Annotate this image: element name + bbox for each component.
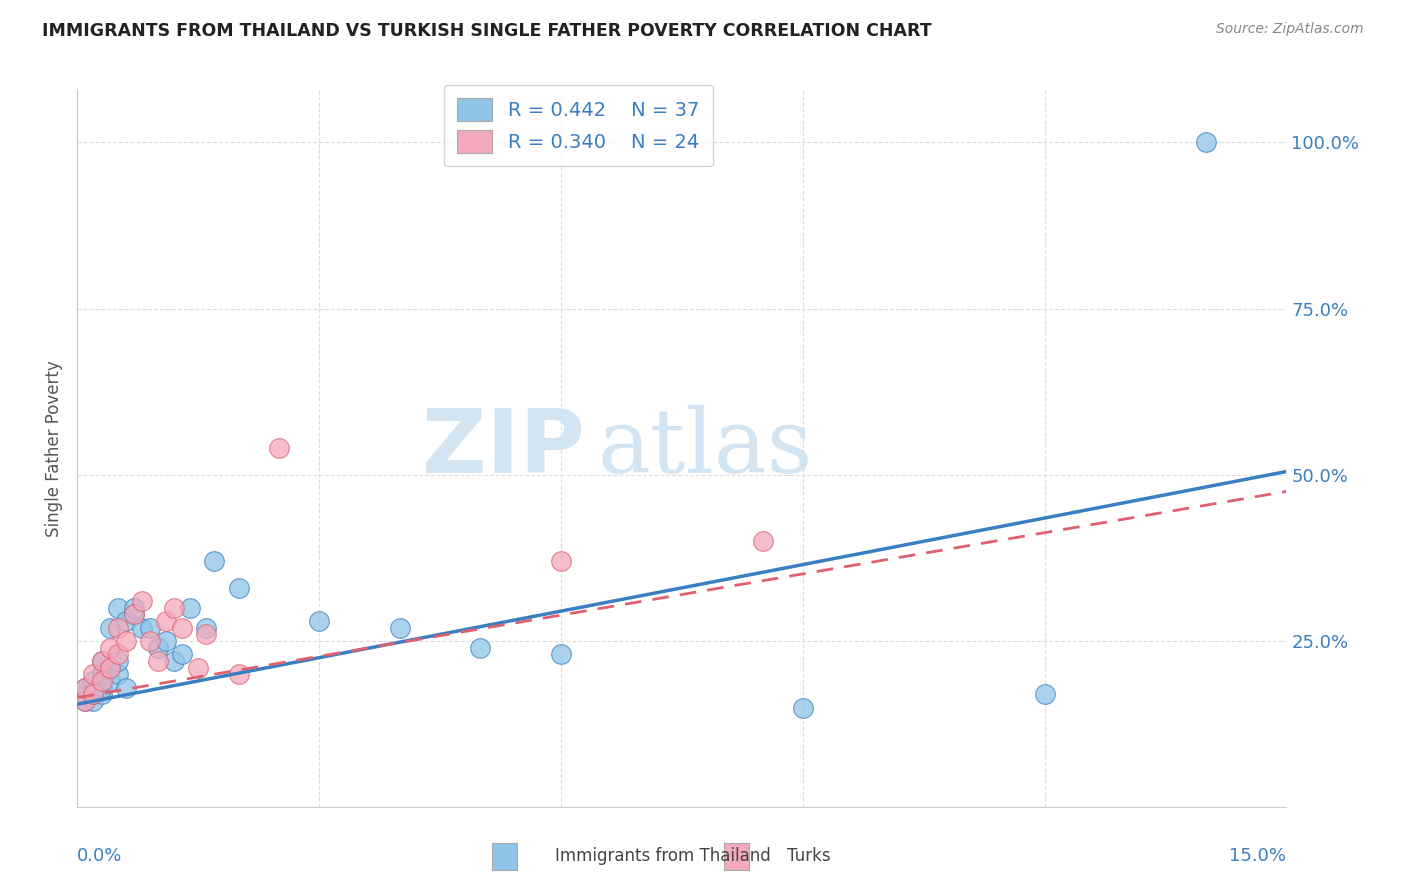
Point (1195, 136, 1218, 150)
Point (550, 648, 572, 662)
Point (550, 554, 572, 568)
Point (114, 634, 136, 648)
Point (90, 687, 112, 701)
Point (139, 621, 162, 635)
Point (146, 640, 169, 655)
Point (82, 687, 104, 701)
Point (82, 673, 104, 688)
Text: 0.0%: 0.0% (77, 847, 122, 864)
Point (107, 648, 129, 662)
Point (172, 621, 194, 635)
Text: ZIP: ZIP (422, 405, 585, 491)
Text: Immigrants from Thailand: Immigrants from Thailand (555, 847, 770, 865)
Point (163, 600, 186, 615)
Point (98, 660, 121, 674)
Point (751, 534, 773, 549)
Text: IMMIGRANTS FROM THAILAND VS TURKISH SINGLE FATHER POVERTY CORRELATION CHART: IMMIGRANTS FROM THAILAND VS TURKISH SING… (42, 22, 932, 40)
Point (75, 694, 97, 708)
Point (1033, 687, 1056, 701)
Point (107, 654, 129, 668)
Point (122, 600, 145, 615)
Point (90, 654, 112, 668)
Point (82, 667, 104, 681)
Point (155, 614, 177, 628)
Point (267, 442, 290, 455)
Text: Turks: Turks (787, 847, 831, 865)
Point (131, 621, 153, 635)
Point (388, 621, 411, 635)
Point (155, 634, 177, 648)
Point (470, 640, 492, 655)
Point (98, 640, 121, 655)
Point (114, 614, 136, 628)
Point (90, 673, 112, 688)
Point (179, 600, 201, 615)
Point (122, 607, 145, 622)
Point (98, 673, 121, 688)
Point (90, 654, 112, 668)
Point (75, 694, 97, 708)
Point (82, 687, 104, 701)
Point (228, 581, 250, 595)
Text: 15.0%: 15.0% (1229, 847, 1286, 864)
Point (90, 667, 112, 681)
Point (195, 627, 218, 641)
Point (163, 654, 186, 668)
Point (107, 600, 129, 615)
Point (122, 607, 145, 622)
Point (172, 648, 194, 662)
Point (202, 554, 225, 568)
Point (90, 681, 112, 695)
Point (228, 667, 250, 681)
Legend: R = 0.442    N = 37, R = 0.340    N = 24: R = 0.442 N = 37, R = 0.340 N = 24 (444, 85, 713, 167)
Y-axis label: Single Father Poverty: Single Father Poverty (45, 359, 63, 537)
Point (139, 634, 162, 648)
Point (187, 660, 209, 674)
Point (114, 681, 136, 695)
Text: Source: ZipAtlas.com: Source: ZipAtlas.com (1216, 22, 1364, 37)
Point (195, 621, 218, 635)
Point (98, 660, 121, 674)
Point (75, 681, 97, 695)
Point (308, 614, 330, 628)
Point (146, 654, 169, 668)
Point (82, 694, 104, 708)
Point (131, 594, 153, 608)
Point (98, 621, 121, 635)
Point (792, 700, 814, 714)
Text: atlas: atlas (598, 405, 813, 491)
Point (107, 621, 129, 635)
Point (75, 681, 97, 695)
Point (107, 667, 129, 681)
Point (75, 687, 97, 701)
